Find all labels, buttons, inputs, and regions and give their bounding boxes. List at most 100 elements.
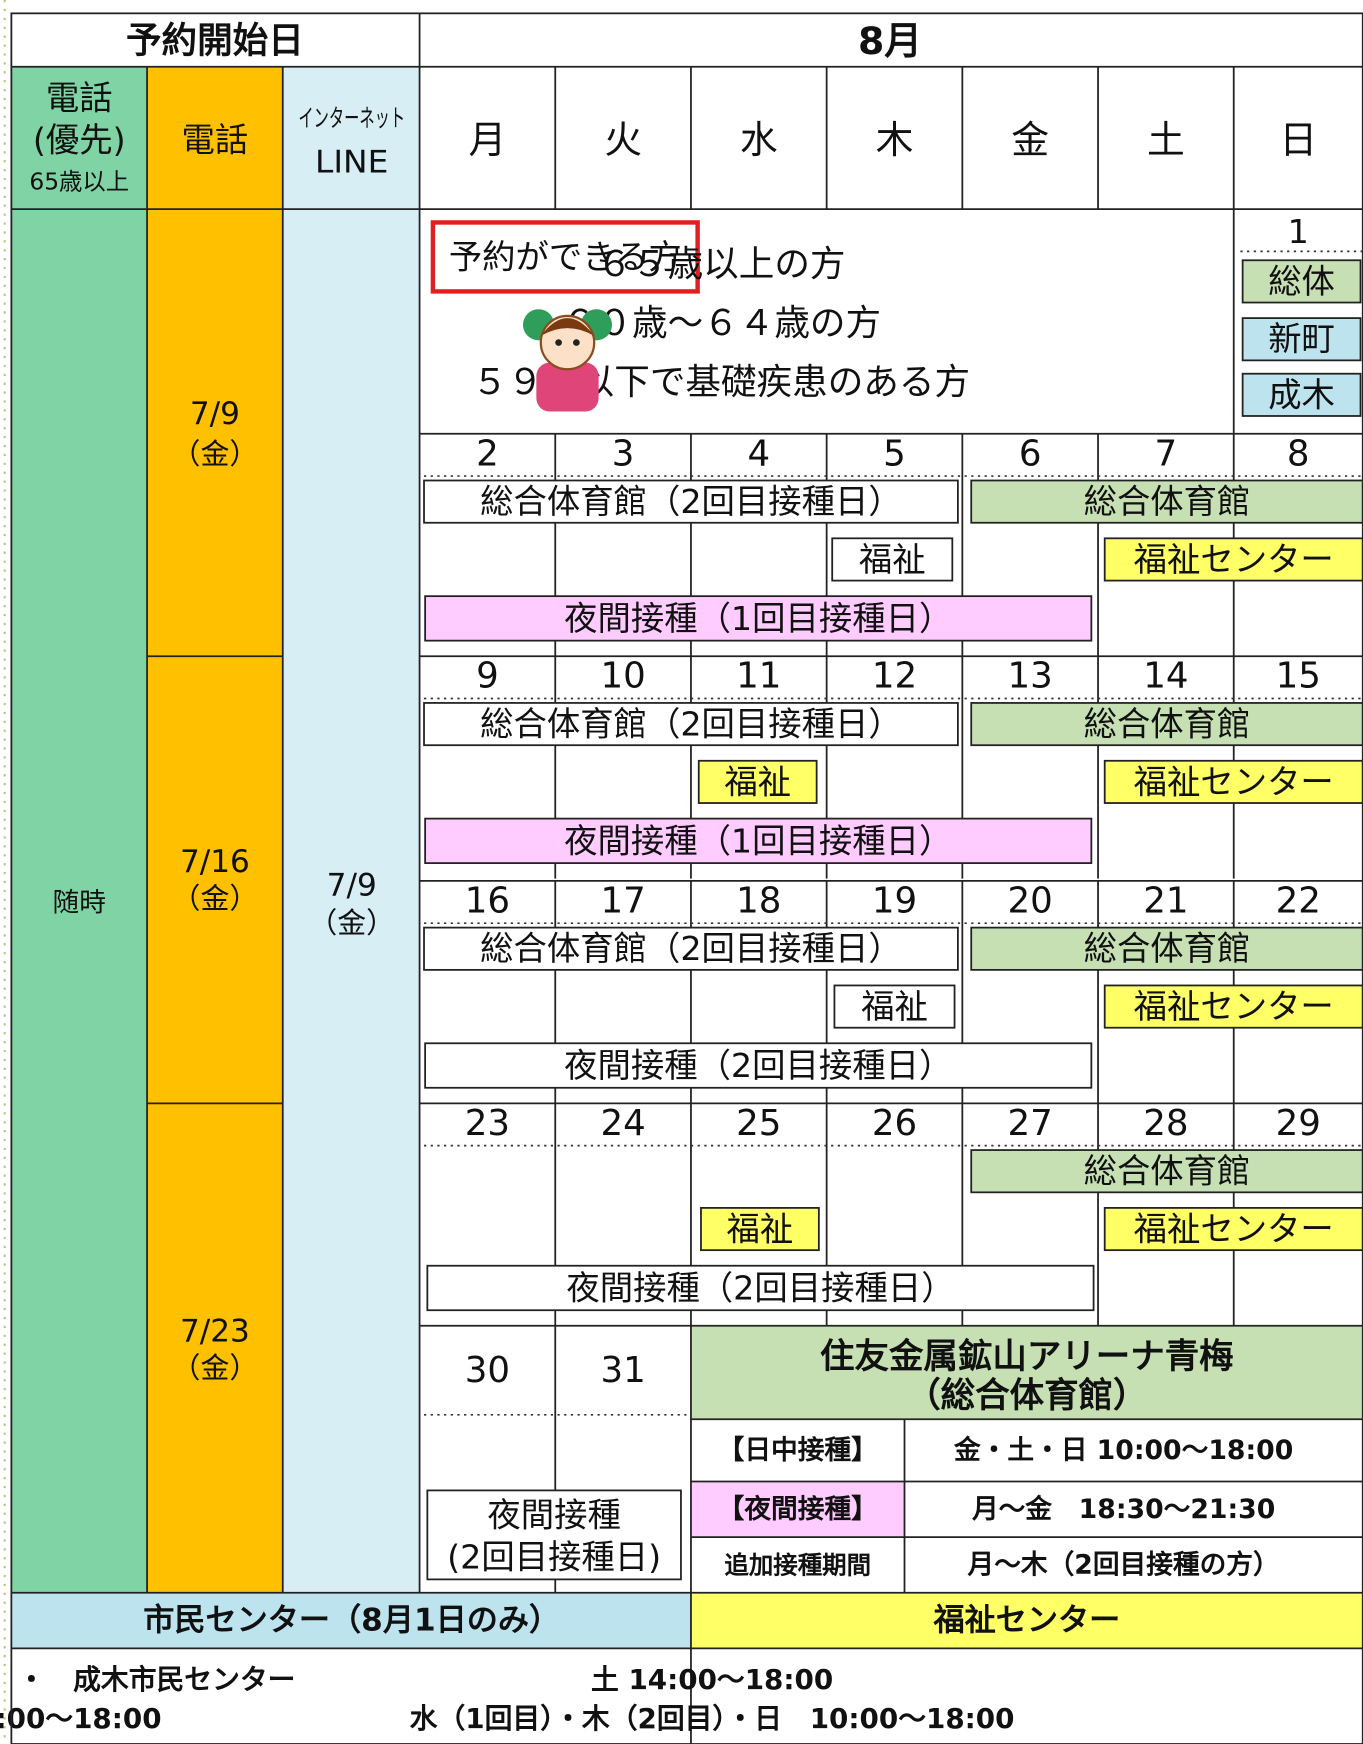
label: 土 14:00～18:00 [591, 1663, 833, 1696]
event-box [700, 1207, 820, 1252]
label: 29 [1276, 1103, 1321, 1144]
label: 水 [740, 118, 778, 162]
label: 7/23 [180, 1313, 250, 1349]
event-box [423, 702, 959, 747]
event-box [426, 1264, 1095, 1312]
label: 金・土・日 10:00～18:00 [953, 1435, 1293, 1466]
event-box [424, 595, 1093, 642]
label: (優先) [33, 121, 126, 160]
label: 総合体育館 [1084, 482, 1251, 521]
eligibility-box [430, 220, 700, 294]
label: 23 [465, 1103, 510, 1144]
event-box [697, 759, 818, 804]
label: ６５歳以上の方 [596, 244, 845, 285]
civic-head [11, 1592, 691, 1649]
label: 福祉センター [1134, 762, 1334, 801]
label: インターネット [298, 103, 405, 132]
mascot-eye [573, 339, 580, 346]
label: 9 [476, 656, 499, 697]
label: 8月 [858, 19, 922, 63]
label: （総合体育館） [906, 1376, 1147, 1416]
label: 月 [469, 118, 507, 162]
label: 7 [1155, 433, 1178, 474]
label: 火 [604, 118, 642, 162]
label: LINE [315, 144, 388, 180]
label: 7/16 [180, 844, 250, 880]
label: 13 [1008, 656, 1053, 697]
arena-night [690, 1481, 905, 1538]
label: 4 [747, 433, 770, 474]
label: 24 [600, 1103, 645, 1144]
label: 夜間接種（2回目接種日） [566, 1268, 954, 1307]
label: 成木 [1268, 375, 1335, 414]
welfare-head [690, 1592, 1363, 1649]
label: 土 [1147, 118, 1185, 162]
label: 追加接種期間 [724, 1550, 871, 1579]
label: 総合体育館（2回目接種日） [480, 482, 902, 521]
label: 夜間接種（1回目接種日） [564, 821, 952, 860]
label: 日 [1279, 118, 1317, 162]
label: (2回目接種日) [447, 1538, 661, 1577]
col-priority [11, 66, 148, 1593]
event-box [970, 479, 1363, 524]
label: 2 [476, 433, 499, 474]
label: 福祉 [724, 762, 791, 801]
label: 電話 [182, 121, 249, 160]
label: 木 [876, 118, 914, 162]
site-box [1241, 259, 1362, 304]
label: 総合体育館（2回目接種日） [480, 929, 902, 968]
event-box [970, 1149, 1363, 1194]
event-box [1103, 537, 1363, 582]
label: 市民センター（8月1日のみ） [143, 1603, 560, 1639]
label: 住友金属鉱山アリーナ青梅 [820, 1337, 1234, 1377]
label: 総合体育館 [1084, 929, 1251, 968]
site-box [1241, 372, 1362, 417]
mascot-eye [555, 339, 562, 346]
label: 水（1回目）・木（2回目）・日 10:00～18:00 [410, 1702, 1015, 1735]
label: 18 [736, 880, 781, 921]
label: 5 [883, 433, 906, 474]
label: 11 [736, 656, 781, 697]
label: 随時 [53, 888, 106, 919]
label: 7/9 [327, 867, 377, 903]
label: 27 [1008, 1103, 1053, 1144]
label: 31 [600, 1350, 645, 1391]
event-box [426, 1489, 682, 1581]
label: 福祉センター [1134, 540, 1334, 579]
label: 14 [1143, 656, 1188, 697]
label: 7/9 [190, 396, 240, 432]
label: 福祉センター [1134, 987, 1334, 1026]
label: 17 [600, 880, 645, 921]
event-box [423, 479, 959, 524]
label: 日 10:00～18:00 [0, 1702, 162, 1735]
label: 25 [736, 1103, 781, 1144]
label: 8 [1287, 433, 1310, 474]
event-box [970, 926, 1363, 971]
label: （金） [172, 1351, 259, 1385]
label: 総合体育館 [1084, 705, 1251, 744]
label: 16 [465, 880, 510, 921]
label: 福祉センター [1134, 1210, 1334, 1249]
label: 月～木（2回目接種の方） [967, 1549, 1280, 1580]
event-box [423, 926, 959, 971]
label: （金） [172, 437, 259, 471]
event-box [1103, 1207, 1363, 1252]
label: （金） [308, 906, 395, 940]
label: 電話 [46, 78, 113, 117]
mascot-body [536, 362, 599, 412]
label: 予約ができる方 [449, 237, 682, 276]
event-box [424, 817, 1093, 864]
label: 3 [612, 433, 635, 474]
label: 福祉センター [932, 1603, 1120, 1639]
label: 12 [872, 656, 917, 697]
label: 総合体育館（2回目接種日） [480, 705, 902, 744]
label: 総体 [1268, 262, 1335, 301]
label: 21 [1143, 880, 1188, 921]
label: 夜間接種（2回目接種日） [564, 1046, 952, 1085]
label: 福祉 [861, 987, 928, 1026]
event-box [970, 702, 1363, 747]
col-internet [282, 66, 420, 1593]
label: 22 [1276, 880, 1321, 921]
event-box [424, 1042, 1093, 1089]
